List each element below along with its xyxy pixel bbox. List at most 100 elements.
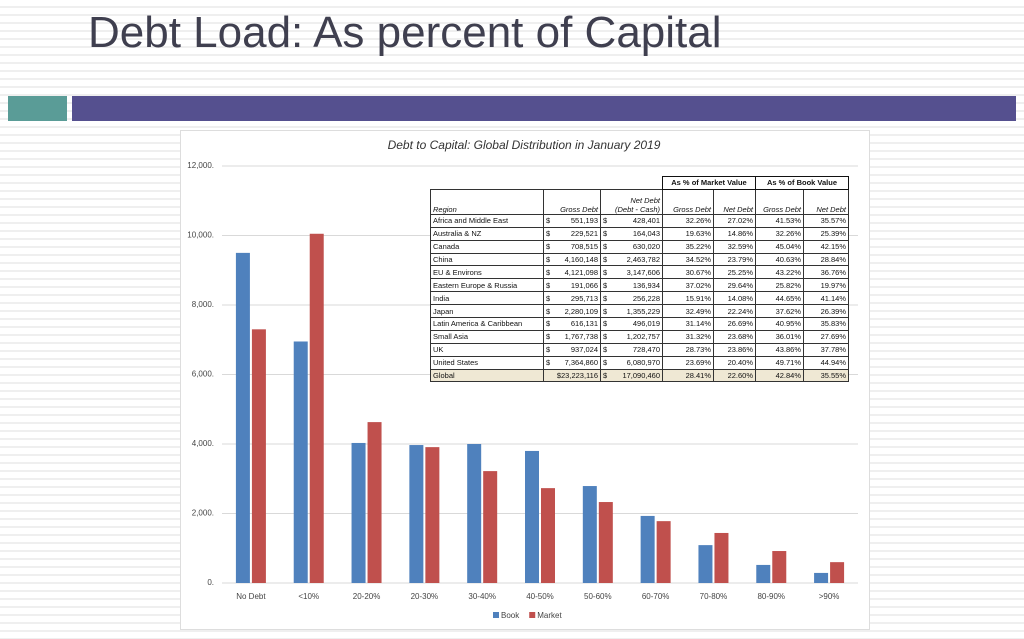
group-header-row: As % of Market Value As % of Book Value [431, 176, 849, 190]
table-cell: 19.63% [662, 226, 714, 241]
table-row: Africa and Middle East $ 551,193 $ 428,401… [430, 213, 849, 228]
table-cell: 44.94% [803, 355, 849, 370]
x-tick-label: 20-20% [353, 592, 381, 601]
table-cell: $ 2,463,782 [600, 252, 663, 267]
column-header: Net Debt [713, 188, 756, 215]
table-cell: 14.08% [713, 291, 756, 306]
table-cell: 23.79% [713, 252, 756, 267]
table-row: Global $23,223,116 $ 17,090,460 28.41% 22.60… [430, 368, 849, 383]
bar [640, 515, 655, 583]
table-cell: 23.68% [713, 329, 756, 344]
table-cell: Canada [430, 239, 544, 254]
bar [251, 329, 266, 583]
table-cell: $ 616,131 [543, 317, 601, 331]
column-header: Region [430, 188, 544, 215]
bar [525, 450, 539, 583]
table-cell: 25.39% [803, 226, 849, 241]
group-header: As % of Book Value [755, 176, 849, 190]
table-cell: 40.63% [755, 252, 804, 267]
column-header: Net Debt [803, 188, 849, 215]
table-cell: $ 630,020 [600, 239, 663, 254]
x-tick-label: 80-90% [757, 592, 785, 601]
table-row: China $ 4,160,148 $ 2,463,782 34.52% 23.79% 4… [430, 252, 849, 267]
header-bar [72, 96, 1016, 121]
y-tick-label: 10,000. [187, 231, 214, 240]
table-cell: 45.04% [755, 239, 804, 254]
table-cell: 28.41% [662, 368, 714, 383]
y-tick-label: 0. [207, 578, 214, 587]
table-cell: 35.55% [803, 368, 849, 383]
x-tick-label: 20-30% [411, 592, 439, 601]
legend-label: Book [501, 611, 520, 620]
table-cell: 40.95% [755, 317, 804, 331]
table-cell: $ 1,202,757 [600, 329, 663, 344]
table-cell: $ 2,280,109 [543, 304, 601, 319]
table-cell: 32.49% [662, 304, 714, 319]
table-cell: China [430, 252, 544, 267]
table-cell: $ 428,401 [600, 213, 663, 228]
table-cell: 36.76% [803, 265, 849, 280]
table-cell: 49.71% [755, 355, 804, 370]
table-cell: $ 6,080,970 [600, 355, 663, 370]
table-cell: 41.53% [755, 213, 804, 228]
x-tick-label: No Debt [236, 592, 266, 601]
chart-title: Debt to Capital: Global Distribution in … [388, 138, 661, 152]
table-cell: $ 551,193 [543, 213, 601, 228]
table-cell: 37.78% [803, 342, 849, 357]
table-cell: 43.86% [755, 342, 804, 357]
table-cell: 42.84% [755, 368, 804, 383]
table-cell: $ 728,470 [600, 342, 663, 357]
table-cell: 37.62% [755, 304, 804, 319]
bar [698, 545, 713, 583]
table-cell: 32.26% [755, 226, 804, 241]
table-row: UK $ 937,024 $ 728,470 28.73% 23.86% 43.86% 37… [430, 342, 849, 357]
bar [351, 442, 366, 583]
table-row: EU & Environs $ 4,121,098 $ 3,147,606 30.67… [430, 265, 849, 280]
x-tick-label: <10% [298, 592, 319, 601]
table-cell: India [430, 291, 544, 306]
table-cell: 41.14% [803, 291, 849, 306]
table-cell: $ 191,066 [543, 278, 601, 293]
bar [541, 488, 555, 583]
table-cell: $ 7,364,860 [543, 355, 601, 370]
table-cell: 28.73% [662, 342, 714, 357]
table-cell: 44.65% [755, 291, 804, 306]
table-cell: Latin America & Caribbean [430, 317, 544, 331]
y-tick-label: 12,000. [187, 161, 214, 170]
x-tick-label: 60-70% [642, 592, 670, 601]
table-cell: Australia & NZ [430, 226, 544, 241]
table-cell: $ 1,355,229 [600, 304, 663, 319]
table-cell: 36.01% [755, 329, 804, 344]
table-cell: $ 295,713 [543, 291, 601, 306]
table-cell: 23.69% [662, 355, 714, 370]
x-tick-label: >90% [819, 592, 840, 601]
bar [830, 562, 845, 583]
table-cell: EU & Environs [430, 265, 544, 280]
bar [483, 471, 498, 583]
table-cell: 22.24% [713, 304, 756, 319]
table-cell: 20.40% [713, 355, 756, 370]
table-cell: $ 164,043 [600, 226, 663, 241]
table-cell: 15.91% [662, 291, 714, 306]
table-row: Small Asia $ 1,767,738 $ 1,202,757 31.32% 23… [430, 329, 849, 344]
table-cell: 27.02% [713, 213, 756, 228]
table-cell: Africa and Middle East [430, 213, 544, 228]
legend-swatch [529, 612, 536, 618]
bar [293, 341, 308, 583]
table-cell: Global [430, 368, 544, 383]
table-cell: $ 256,228 [600, 291, 663, 306]
bar [409, 445, 424, 583]
bar [467, 444, 482, 583]
table-cell: 34.52% [662, 252, 714, 267]
table-cell: $ 1,767,738 [543, 329, 601, 344]
bar [656, 521, 671, 583]
table-cell: $ 229,521 [543, 226, 601, 241]
group-header: As % of Market Value [662, 176, 756, 190]
table-cell: $23,223,116 [543, 368, 601, 383]
table-cell: 22.60% [713, 368, 756, 383]
table-cell: $ 3,147,606 [600, 265, 663, 280]
bar [598, 502, 613, 583]
bar [714, 532, 729, 583]
table-cell: 32.26% [662, 213, 714, 228]
